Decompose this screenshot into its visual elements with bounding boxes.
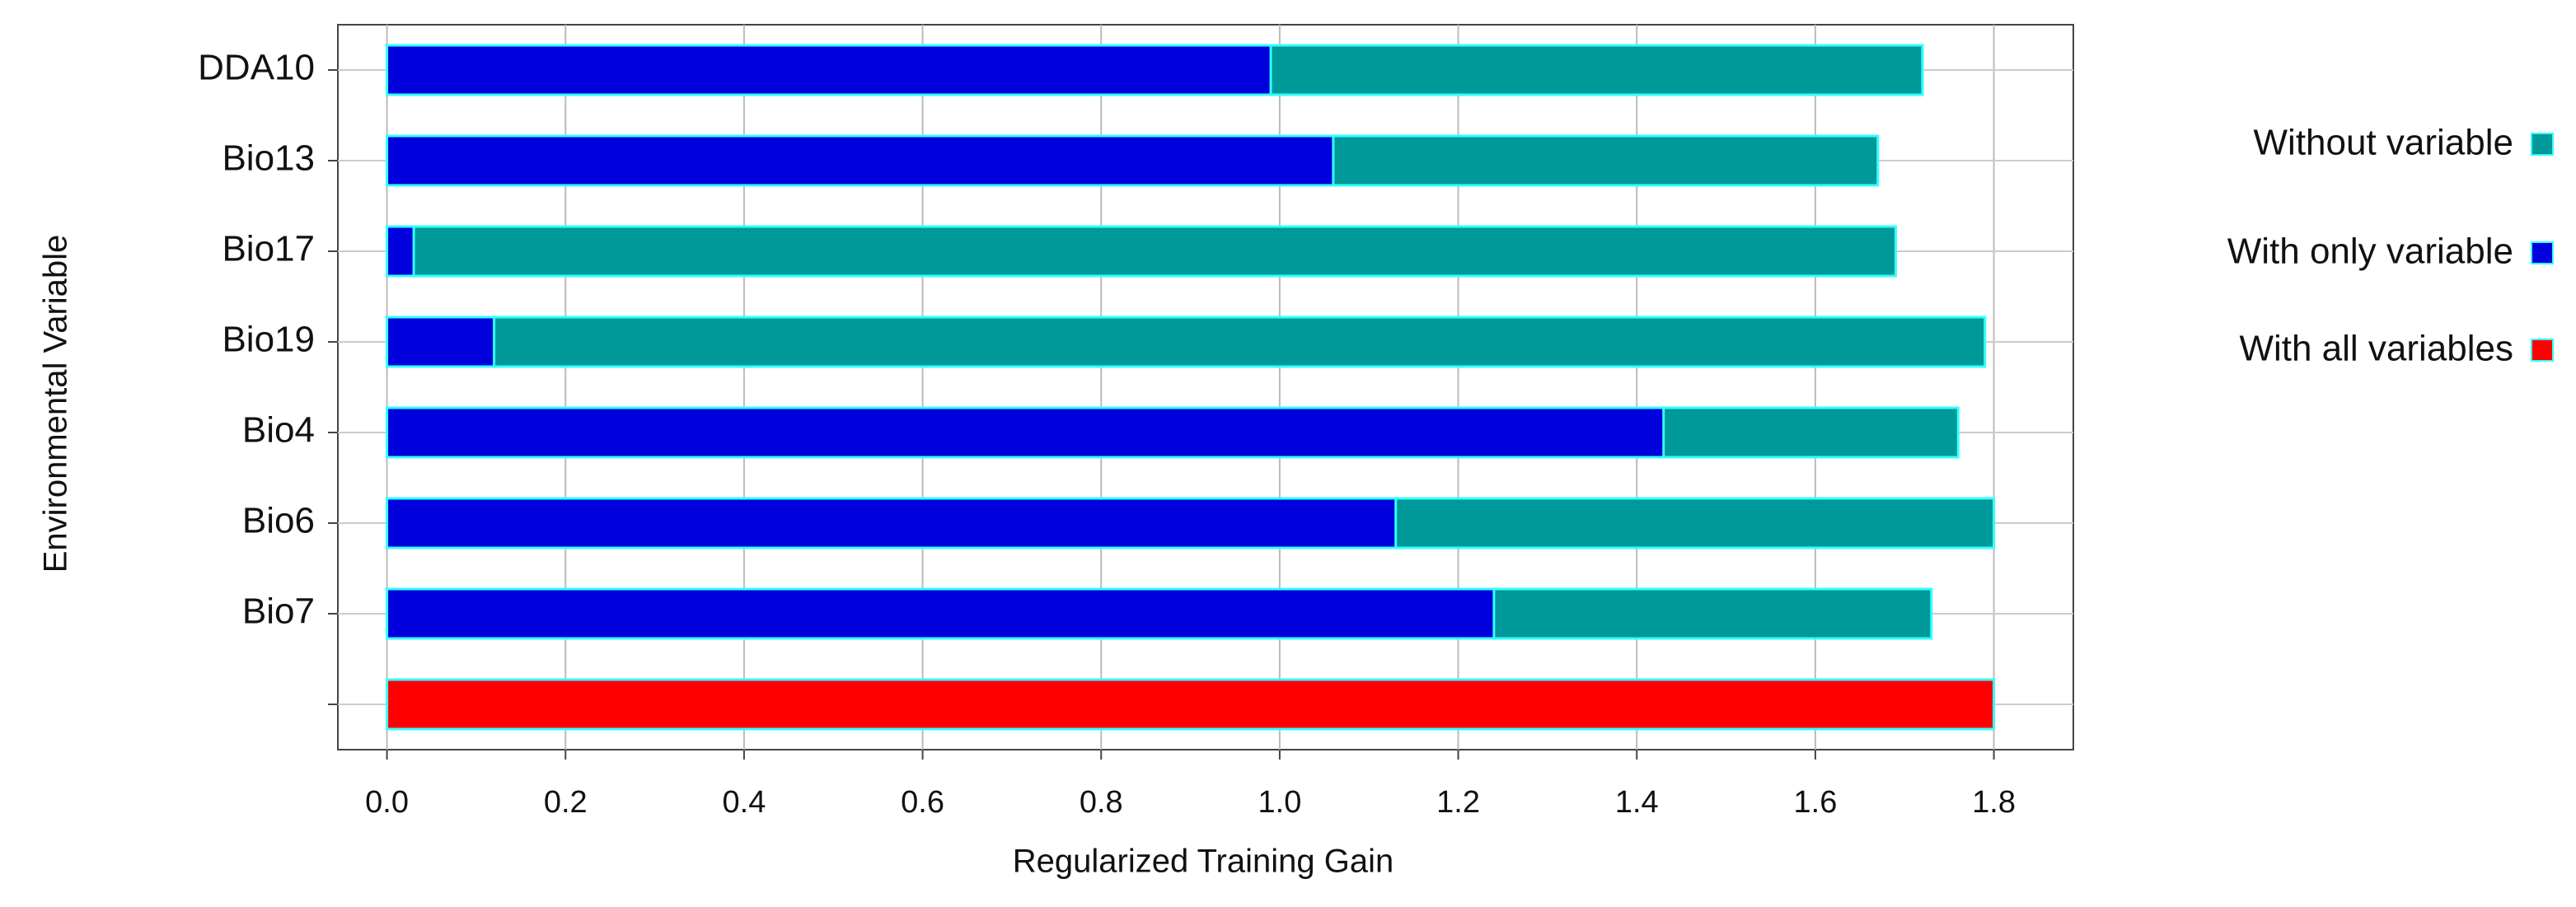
- y-tick-label: Bio7: [242, 591, 315, 632]
- bar: [386, 44, 1272, 96]
- bar: [386, 225, 1897, 278]
- x-tick-label: 1.2: [1436, 785, 1480, 820]
- legend-label: With only variable: [2227, 231, 2513, 272]
- x-tick-label: 1.0: [1258, 785, 1302, 820]
- x-tick-label: 0.8: [1080, 785, 1123, 820]
- y-tick-label: Bio13: [222, 138, 315, 179]
- x-tick-label: 0.6: [901, 785, 944, 820]
- y-tick-label: Bio4: [242, 410, 315, 451]
- y-tick-label: Bio19: [222, 320, 315, 360]
- bar: [386, 134, 1335, 187]
- legend-swatch: [2531, 133, 2554, 156]
- bar: [386, 678, 1996, 731]
- bar: [386, 316, 496, 368]
- plot-area: [337, 24, 2074, 750]
- y-tick-label: DDA10: [198, 48, 315, 88]
- x-axis-label: Regularized Training Gain: [1013, 844, 1393, 880]
- bar: [386, 497, 1398, 549]
- legend-label: Without variable: [2254, 123, 2513, 163]
- legend-swatch: [2531, 339, 2554, 362]
- x-tick-label: 0.2: [544, 785, 588, 820]
- y-tick-label: Bio17: [222, 229, 315, 269]
- x-tick-label: 1.6: [1794, 785, 1838, 820]
- legend-swatch: [2531, 241, 2554, 264]
- legend-label: With all variables: [2239, 329, 2513, 369]
- bar: [386, 316, 1987, 368]
- bar: [386, 587, 1496, 640]
- y-axis-label: Environmental Variable: [38, 235, 74, 573]
- x-tick-label: 0.0: [365, 785, 409, 820]
- x-tick-label: 0.4: [723, 785, 766, 820]
- y-tick-label: Bio6: [242, 501, 315, 541]
- x-tick-label: 1.8: [1972, 785, 2016, 820]
- bar: [386, 225, 415, 278]
- x-tick-label: 1.4: [1615, 785, 1659, 820]
- bar: [386, 406, 1665, 459]
